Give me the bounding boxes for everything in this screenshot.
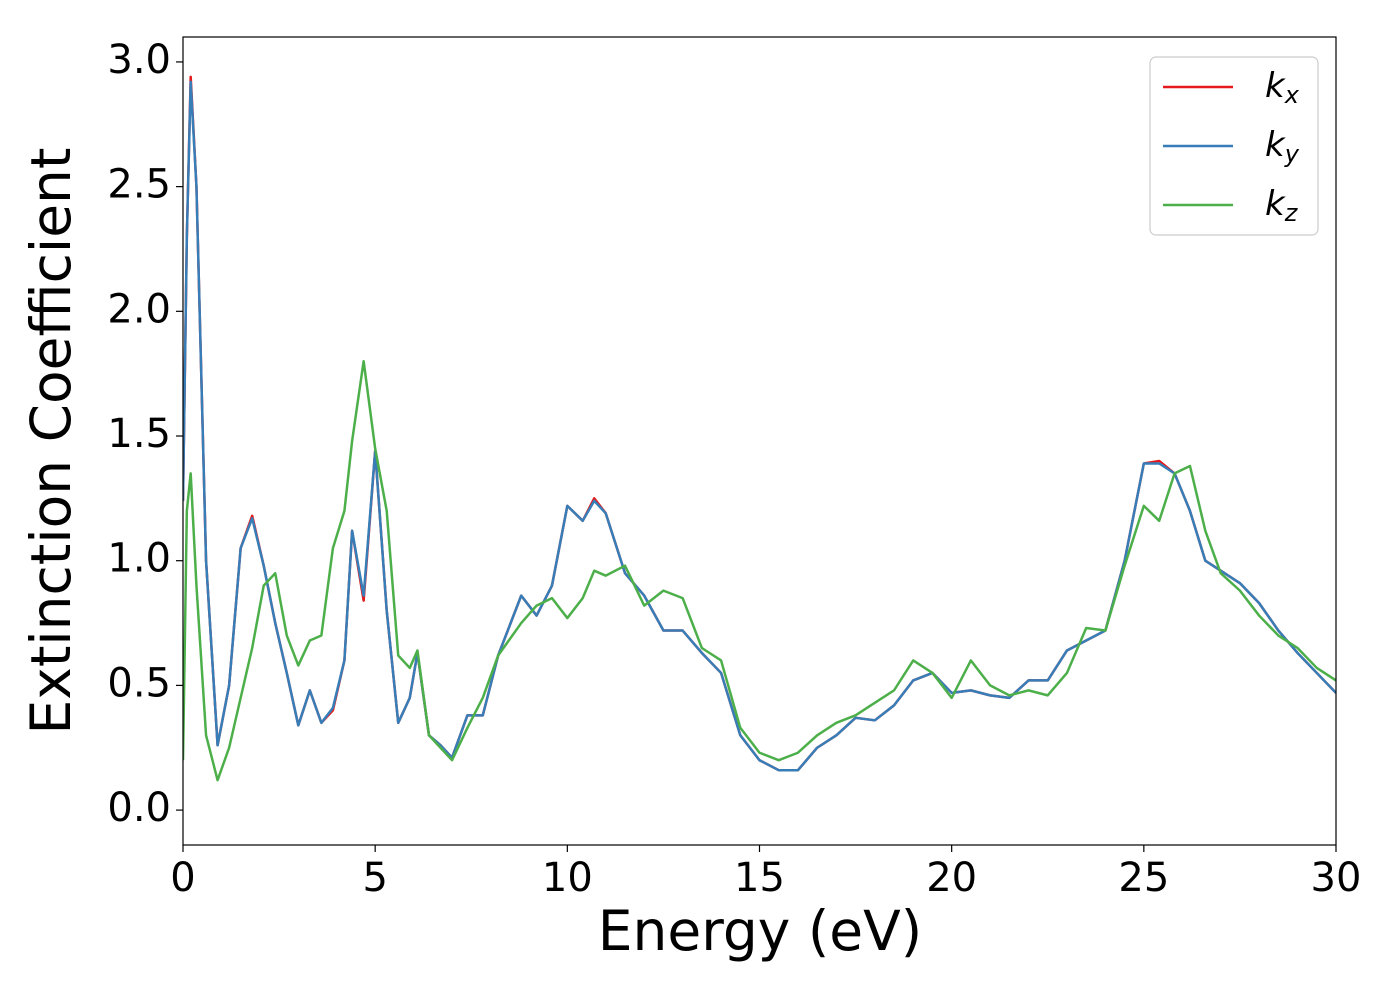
y-tick-label: 2.5 [107, 162, 171, 208]
y-tick-label: 3.0 [107, 37, 171, 83]
x-tick-label: 20 [926, 855, 977, 901]
y-tick-label: 0.0 [107, 785, 171, 831]
y-axis-label: Extinction Coefficient [19, 148, 83, 735]
x-tick-label: 30 [1311, 855, 1362, 901]
plot-lines [183, 75, 1336, 782]
x-tick-label: 5 [362, 855, 387, 901]
legend-label: kz [1265, 184, 1299, 228]
x-tick-label: 25 [1118, 855, 1169, 901]
y-tick-label: 2.0 [107, 286, 171, 332]
series-line [183, 359, 1336, 782]
x-axis-label: Energy (eV) [598, 899, 922, 963]
y-tick-label: 1.5 [107, 411, 171, 457]
x-tick-label: 10 [542, 855, 593, 901]
legend-label: kx [1265, 66, 1300, 110]
x-tick-label: 0 [170, 855, 195, 901]
y-tick-label: 0.5 [107, 660, 171, 706]
legend-label: ky [1265, 125, 1300, 169]
y-tick-label: 1.0 [107, 536, 171, 582]
legend-box [1149, 56, 1319, 236]
plot-frame [182, 36, 1337, 846]
x-tick-label: 15 [734, 855, 785, 901]
